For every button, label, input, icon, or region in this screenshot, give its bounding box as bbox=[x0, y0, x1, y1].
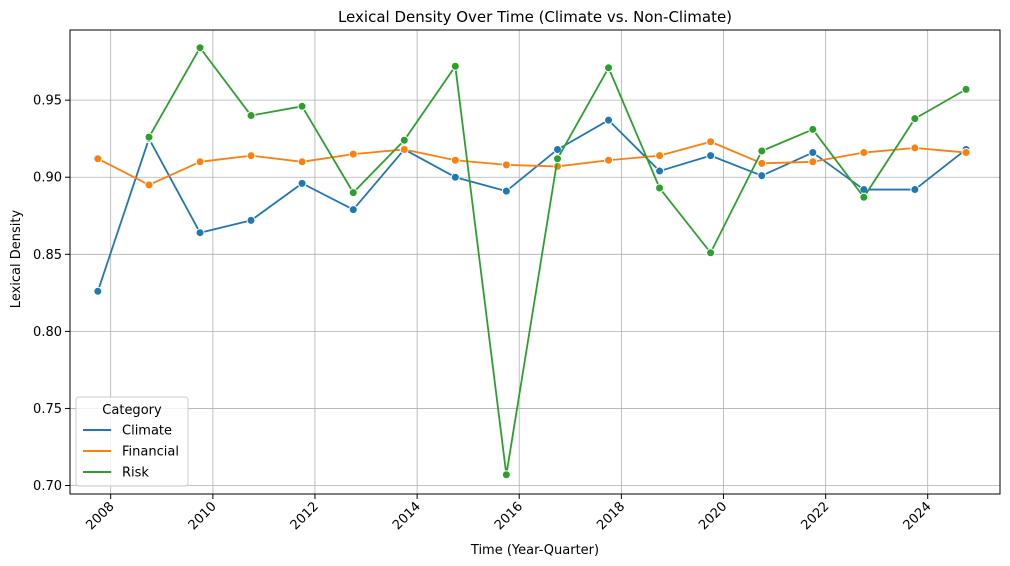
legend-title: Category bbox=[102, 403, 162, 418]
x-tick-label: 2018 bbox=[594, 499, 628, 533]
series-financial bbox=[93, 137, 971, 190]
data-point-climate bbox=[93, 286, 103, 296]
data-point-financial bbox=[655, 151, 665, 161]
chart-title: Lexical Density Over Time (Climate vs. N… bbox=[338, 8, 732, 26]
data-point-risk bbox=[808, 124, 818, 134]
data-point-risk bbox=[604, 63, 614, 73]
data-point-risk bbox=[246, 111, 256, 121]
data-point-risk bbox=[144, 132, 154, 142]
data-point-financial bbox=[246, 151, 256, 161]
data-point-financial bbox=[910, 143, 920, 153]
data-point-risk bbox=[757, 146, 767, 156]
data-point-climate bbox=[655, 166, 665, 176]
data-point-financial bbox=[706, 137, 716, 147]
x-tick-label: 2024 bbox=[901, 499, 935, 533]
series-line-climate bbox=[96, 119, 967, 292]
data-point-risk bbox=[348, 188, 358, 198]
y-tick-label: 0.80 bbox=[33, 325, 62, 340]
data-point-financial bbox=[195, 157, 205, 167]
data-point-financial bbox=[604, 155, 614, 165]
data-point-climate bbox=[757, 171, 767, 181]
data-point-financial bbox=[757, 158, 767, 168]
plot-frame bbox=[69, 29, 1001, 495]
data-point-climate bbox=[910, 185, 920, 195]
data-point-climate bbox=[553, 144, 563, 154]
series-line-risk bbox=[148, 46, 967, 476]
data-point-financial bbox=[144, 180, 154, 190]
data-point-financial bbox=[348, 149, 358, 159]
data-point-financial bbox=[808, 157, 818, 167]
y-tick-label: 0.95 bbox=[33, 94, 62, 109]
x-tick-label: 2008 bbox=[84, 499, 118, 533]
data-point-financial bbox=[450, 155, 460, 165]
x-axis-label: Time (Year-Quarter) bbox=[470, 543, 599, 558]
data-point-risk bbox=[450, 61, 460, 71]
series-line-financial bbox=[97, 140, 967, 186]
legend-label-financial: Financial bbox=[122, 445, 179, 460]
data-point-risk bbox=[859, 192, 869, 202]
data-point-climate bbox=[195, 228, 205, 238]
legend: Category Climate Financial Risk bbox=[75, 396, 189, 487]
data-point-financial bbox=[93, 154, 103, 164]
x-tick-label: 2012 bbox=[288, 499, 322, 533]
data-point-risk bbox=[910, 114, 920, 124]
data-point-risk bbox=[706, 248, 716, 258]
x-axis-ticks: 2008 2010 2012 2014 2016 2018 2020 2022 2024 bbox=[84, 494, 935, 533]
data-point-risk bbox=[195, 43, 205, 53]
x-tick-label: 2022 bbox=[798, 499, 832, 533]
data-point-financial bbox=[297, 157, 307, 167]
x-tick-label: 2010 bbox=[186, 499, 220, 533]
y-tick-label: 0.75 bbox=[33, 402, 62, 417]
data-point-risk bbox=[655, 183, 665, 193]
data-point-climate bbox=[604, 115, 614, 125]
y-tick-label: 0.90 bbox=[33, 171, 62, 186]
x-tick-label: 2014 bbox=[390, 499, 424, 533]
data-point-climate bbox=[706, 151, 716, 161]
data-point-financial bbox=[399, 144, 409, 154]
series-climate bbox=[93, 115, 971, 296]
data-point-climate bbox=[348, 205, 358, 215]
data-point-risk bbox=[553, 154, 563, 164]
y-tick-label: 0.85 bbox=[33, 248, 62, 263]
series-lines bbox=[93, 43, 971, 480]
data-point-climate bbox=[297, 178, 307, 188]
legend-label-climate: Climate bbox=[122, 424, 172, 439]
data-point-financial bbox=[859, 148, 869, 158]
data-point-risk bbox=[501, 470, 511, 480]
x-tick-label: 2020 bbox=[696, 499, 730, 533]
x-tick-label: 2016 bbox=[492, 499, 526, 533]
data-point-risk bbox=[297, 101, 307, 111]
series-risk bbox=[144, 43, 971, 480]
y-tick-label: 0.70 bbox=[33, 479, 62, 494]
y-axis-ticks: 0.70 0.75 0.80 0.85 0.90 0.95 bbox=[33, 94, 70, 494]
legend-entries: Climate Financial Risk bbox=[83, 424, 179, 481]
data-point-climate bbox=[450, 172, 460, 182]
y-axis-label: Lexical Density bbox=[9, 210, 24, 309]
legend-label-risk: Risk bbox=[122, 466, 149, 481]
grid-lines bbox=[70, 30, 1000, 494]
data-point-financial bbox=[961, 148, 971, 158]
data-point-climate bbox=[501, 186, 511, 196]
legend-box bbox=[75, 396, 189, 487]
data-point-risk bbox=[399, 135, 409, 145]
data-point-climate bbox=[808, 148, 818, 158]
data-point-climate bbox=[246, 215, 256, 225]
data-point-financial bbox=[501, 160, 511, 170]
data-point-risk bbox=[961, 84, 971, 94]
